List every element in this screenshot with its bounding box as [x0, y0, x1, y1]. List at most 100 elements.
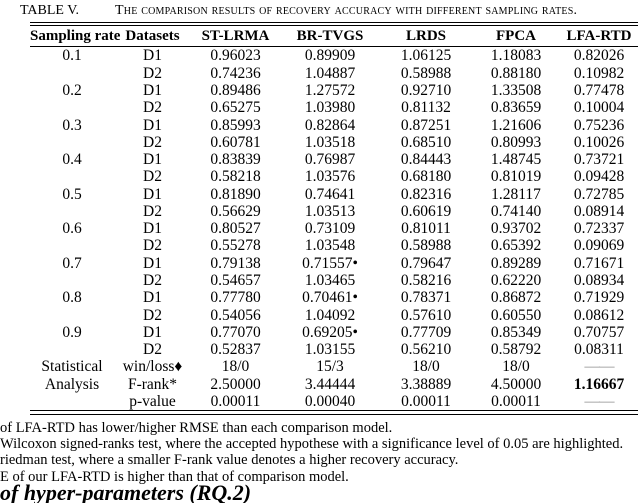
- cell-sampling-rate: 0.7: [62, 254, 82, 272]
- table-row: 0.8 D1 0.77780 0.70461• 0.78371 0.86872 0.7192…: [30, 289, 638, 306]
- cell-sampling-rate: 0.3: [62, 116, 82, 134]
- cell-dataset: D2: [143, 341, 162, 359]
- cell-value-0: 18/0: [221, 358, 250, 376]
- cell-value-1: 0.70461•: [302, 289, 358, 307]
- footnote-line: E of our LFA-RTD is higher than that of …: [0, 468, 349, 485]
- cell-value-4: ——: [584, 393, 615, 411]
- table-caption: TABLE V. The comparison results of recov…: [20, 3, 638, 19]
- table-row: D2 0.60781 1.03518 0.68510 0.80993 0.10026: [30, 134, 638, 151]
- cell-value-1: 15/3: [316, 358, 344, 376]
- cell-value-3: 0.00011: [491, 393, 541, 411]
- cell-sampling-rate: 0.4: [62, 151, 82, 169]
- cell-value-4: 1.16667: [573, 375, 625, 393]
- cell-value-1: 1.03576: [304, 168, 356, 186]
- table-row: 0.4 D1 0.83839 0.76987 0.84443 1.48745 0.73721: [30, 151, 638, 168]
- cell-value-3: 4.50000: [490, 375, 542, 393]
- table-row: D2 0.65275 1.03980 0.81132 0.83659 0.10004: [30, 99, 638, 116]
- table-row: D2 0.52837 1.03155 0.56210 0.58792 0.08311: [30, 341, 638, 358]
- cell-value-2: 0.92710: [400, 81, 452, 99]
- cell-sampling-rate: 0.9: [62, 323, 82, 341]
- cell-value-4: 0.71929: [573, 289, 625, 307]
- table-body: 0.1 D1 0.96023 0.89909 1.06125 1.18083 0.82026…: [30, 47, 638, 410]
- cell-value-4: 0.08934: [573, 272, 625, 290]
- cell-value-3: 0.80993: [490, 133, 542, 151]
- cell-value-0: 0.60781: [210, 133, 261, 151]
- cell-value-3: 0.58792: [490, 341, 542, 359]
- cell-value-2: 1.06125: [400, 47, 452, 65]
- cell-value-3: 0.74140: [490, 202, 542, 220]
- cell-value-2: 0.77709: [400, 323, 452, 341]
- cell-sampling-rate: 0.1: [62, 47, 82, 65]
- cell-value-2: 3.38889: [400, 375, 452, 393]
- cell-value-1: 0.73109: [304, 220, 356, 238]
- cell-value-0: 0.85993: [210, 116, 261, 134]
- cell-value-4: 0.77478: [573, 81, 625, 99]
- cell-dataset: D1: [143, 254, 162, 272]
- cell-value-1: 0.69205•: [302, 323, 358, 341]
- cell-value-1: 1.03155: [304, 341, 356, 359]
- cell-dataset: D1: [143, 185, 162, 203]
- cell-dataset: D2: [143, 168, 162, 186]
- table-header-row: Sampling rate Datasets ST-LRMA BR-TVGS L…: [30, 26, 638, 48]
- cell-value-0: 0.55278: [210, 237, 261, 255]
- cell-dataset: D2: [143, 306, 162, 324]
- header-lfa-rtd: LFA-RTD: [560, 26, 638, 48]
- cell-value-4: 0.73721: [573, 151, 625, 169]
- cell-value-0: 0.54056: [210, 306, 261, 324]
- cell-value-0: 0.79138: [210, 254, 261, 272]
- cell-value-3: 0.85349: [490, 323, 542, 341]
- cell-value-0: 0.58218: [210, 168, 261, 186]
- table-footnotes: of LFA-RTD has lower/higher RMSE than ea…: [0, 420, 640, 485]
- top-double-rule: [30, 22, 638, 27]
- cell-value-1: 0.76987: [304, 151, 356, 169]
- cell-value-2: 18/0: [412, 358, 440, 376]
- cell-value-2: 0.58988: [400, 64, 452, 82]
- cell-stats-metric: p-value: [129, 393, 176, 411]
- cell-sampling-rate: 0.2: [62, 81, 82, 99]
- footnote-line: riedman test, where a smaller F-rank val…: [0, 452, 459, 469]
- cell-sampling-rate: [30, 237, 114, 254]
- cell-value-1: 0.82864: [304, 116, 356, 134]
- cell-value-4: 0.10004: [573, 99, 625, 117]
- cell-value-2: 0.00011: [401, 393, 451, 411]
- table-row: D2 0.55278 1.03548 0.58988 0.65392 0.09069: [30, 237, 638, 254]
- cell-value-2: 0.79647: [400, 254, 452, 272]
- cell-value-4: ——: [584, 358, 615, 376]
- cell-value-1: 1.03518: [304, 133, 356, 151]
- cell-sampling-rate: 0.5: [62, 185, 82, 203]
- cell-value-1: 1.04092: [304, 306, 356, 324]
- cell-value-0: 0.77070: [210, 323, 261, 341]
- cell-value-4: 0.10026: [573, 133, 625, 151]
- cell-value-2: 0.57610: [400, 306, 452, 324]
- cell-value-3: 0.81019: [490, 168, 542, 186]
- cell-value-3: 0.65392: [490, 237, 542, 255]
- cell-value-0: 0.89486: [210, 81, 261, 99]
- cell-value-3: 0.60550: [490, 306, 542, 324]
- cell-value-4: 0.72785: [573, 185, 625, 203]
- cell-sampling-rate: [30, 203, 114, 220]
- cell-value-2: 0.68180: [400, 168, 452, 186]
- cell-value-2: 0.60619: [400, 202, 452, 220]
- table-row: 0.1 D1 0.96023 0.89909 1.06125 1.18083 0.82026: [30, 47, 638, 65]
- header-sampling-rate: Sampling rate: [30, 26, 120, 48]
- cell-stats-label: [30, 393, 114, 410]
- cell-dataset: D2: [143, 202, 162, 220]
- cell-value-1: 1.03548: [304, 237, 356, 255]
- table-row: 0.9 D1 0.77070 0.69205• 0.77709 0.85349 0.7075…: [30, 324, 638, 341]
- table-row: 0.2 D1 0.89486 1.27572 0.92710 1.33508 0.77478: [30, 82, 638, 99]
- cell-value-3: 0.88180: [490, 64, 542, 82]
- cell-value-3: 1.28117: [491, 185, 541, 203]
- footnote-line: of LFA-RTD has lower/higher RMSE than ea…: [0, 420, 393, 436]
- cell-stats-label: Analysis: [44, 375, 100, 393]
- cell-value-2: 0.81011: [401, 220, 451, 238]
- table-row: D2 0.58218 1.03576 0.68180 0.81019 0.09428: [30, 168, 638, 185]
- cell-dataset: D1: [143, 289, 162, 307]
- table-row: 0.5 D1 0.81890 0.74641 0.82316 1.28117 0.72785: [30, 186, 638, 203]
- table-row: D2 0.56629 1.03513 0.60619 0.74140 0.08914: [30, 203, 638, 220]
- cell-value-2: 0.58988: [400, 237, 452, 255]
- cell-stats-metric: win/loss♦: [122, 358, 183, 376]
- cell-dataset: D1: [143, 81, 162, 99]
- stats-row: p-value 0.00011 0.00040 0.00011 0.00011 ——: [30, 393, 638, 410]
- cell-dataset: D2: [143, 64, 162, 82]
- cell-value-4: 0.08612: [573, 306, 625, 324]
